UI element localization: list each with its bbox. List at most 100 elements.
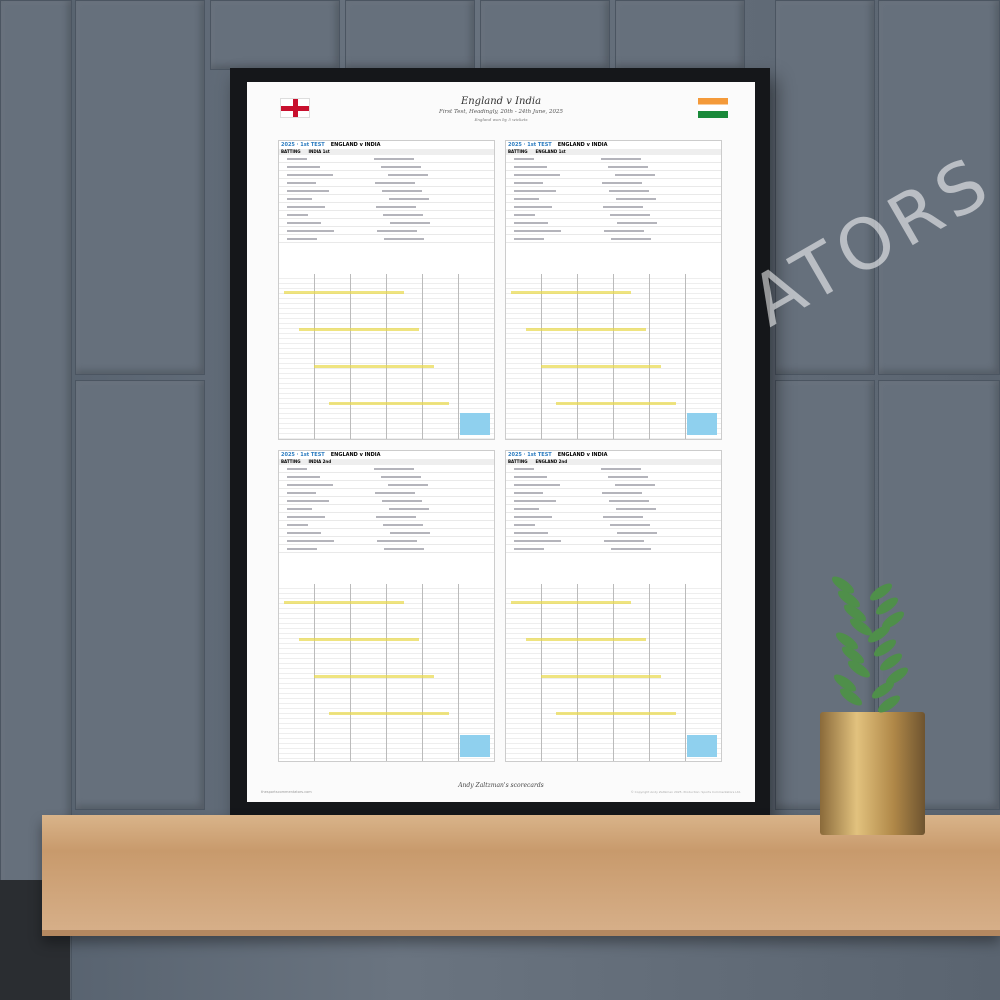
scribble bbox=[287, 214, 308, 216]
scribble bbox=[377, 540, 417, 542]
scorecard-1: 2025 · 1st TEST ENGLAND v INDIA BATTING IN… bbox=[278, 140, 495, 440]
scribble bbox=[384, 238, 424, 240]
teams-label: ENGLAND v INDIA bbox=[557, 142, 608, 148]
scribble bbox=[603, 516, 643, 518]
scribble bbox=[382, 500, 422, 502]
wall-panel bbox=[615, 0, 745, 70]
scribble bbox=[514, 524, 535, 526]
match-label: 2025 · 1st TEST bbox=[281, 452, 325, 458]
scribble bbox=[611, 548, 651, 550]
highlight bbox=[329, 712, 449, 715]
innings-label: ENGLAND 2nd bbox=[535, 459, 568, 464]
scribble bbox=[375, 492, 415, 494]
scribble bbox=[514, 508, 539, 510]
scribble bbox=[381, 476, 421, 478]
scribble bbox=[601, 158, 641, 160]
scribble bbox=[287, 532, 321, 534]
scribble bbox=[287, 524, 308, 526]
highlight bbox=[526, 638, 646, 641]
scribble bbox=[610, 524, 650, 526]
scribble bbox=[383, 214, 423, 216]
highlight bbox=[299, 638, 419, 641]
scribble bbox=[287, 222, 321, 224]
scribble bbox=[617, 222, 657, 224]
scribble bbox=[514, 214, 535, 216]
wall-panel bbox=[345, 0, 475, 70]
scribble bbox=[287, 238, 317, 240]
batting-label: BATTING bbox=[281, 459, 301, 464]
batting-label: BATTING bbox=[508, 459, 528, 464]
scribble bbox=[615, 484, 655, 486]
scribble bbox=[374, 158, 414, 160]
scribble bbox=[514, 222, 548, 224]
scribble bbox=[383, 524, 423, 526]
teams-label: ENGLAND v INDIA bbox=[557, 452, 608, 458]
scribble bbox=[287, 548, 317, 550]
highlight bbox=[556, 402, 676, 405]
scribble bbox=[514, 516, 552, 518]
shelf-edge bbox=[42, 930, 1000, 936]
highlight bbox=[299, 328, 419, 331]
innings-label: INDIA 2nd bbox=[308, 459, 332, 464]
scribble bbox=[616, 198, 656, 200]
innings-label: ENGLAND 1st bbox=[535, 149, 566, 154]
innings-label: INDIA 1st bbox=[308, 149, 330, 154]
notes-box bbox=[460, 735, 490, 757]
scribble bbox=[287, 500, 329, 502]
scribble bbox=[287, 230, 334, 232]
notes-box bbox=[460, 413, 490, 435]
scribble bbox=[390, 222, 430, 224]
scribble bbox=[514, 468, 534, 470]
highlight bbox=[526, 328, 646, 331]
notes-box bbox=[687, 413, 717, 435]
batting-rows bbox=[279, 155, 494, 243]
scribble bbox=[514, 238, 544, 240]
scribble bbox=[287, 508, 312, 510]
batting-rows bbox=[506, 155, 721, 243]
highlight bbox=[556, 712, 676, 715]
wall-panel bbox=[878, 0, 1000, 375]
highlight bbox=[541, 675, 661, 678]
scribble bbox=[514, 492, 543, 494]
teams-label: ENGLAND v INDIA bbox=[330, 452, 381, 458]
highlight bbox=[284, 601, 404, 604]
scribble bbox=[287, 182, 316, 184]
poster-subtitle: First Test, Headingly, 20th - 24th June,… bbox=[439, 109, 563, 115]
highlight bbox=[511, 291, 631, 294]
scribble bbox=[382, 190, 422, 192]
scribble bbox=[514, 206, 552, 208]
plant-pot bbox=[820, 712, 925, 835]
scribble bbox=[388, 174, 428, 176]
scribble bbox=[602, 182, 642, 184]
scribble bbox=[615, 174, 655, 176]
scorecard-4: 2025 · 1st TEST ENGLAND v INDIA BATTING EN… bbox=[505, 450, 722, 762]
wooden-shelf bbox=[42, 815, 1000, 935]
scribble bbox=[287, 516, 325, 518]
scribble bbox=[376, 206, 416, 208]
scribble bbox=[609, 500, 649, 502]
scribble bbox=[390, 532, 430, 534]
notes-box bbox=[687, 735, 717, 757]
scribble bbox=[514, 476, 547, 478]
poster-credit: Andy Zaltzman's scorecards bbox=[458, 782, 544, 789]
scribble bbox=[601, 468, 641, 470]
poster-title: England v India bbox=[460, 96, 542, 107]
poster-copyright: © Copyright Andy Zaltzman 2025. Producti… bbox=[630, 790, 741, 794]
wall-panel bbox=[75, 380, 205, 810]
scribble bbox=[287, 198, 312, 200]
match-label: 2025 · 1st TEST bbox=[508, 142, 552, 148]
poster-url: thesportscommentators.com bbox=[261, 790, 312, 794]
scribble bbox=[388, 484, 428, 486]
scribble bbox=[375, 182, 415, 184]
scribble bbox=[514, 190, 556, 192]
scribble bbox=[374, 468, 414, 470]
scribble bbox=[604, 540, 644, 542]
scribble bbox=[616, 508, 656, 510]
scribble bbox=[610, 214, 650, 216]
match-label: 2025 · 1st TEST bbox=[508, 452, 552, 458]
scribble bbox=[389, 198, 429, 200]
scribble bbox=[608, 166, 648, 168]
batting-label: BATTING bbox=[508, 149, 528, 154]
scribble bbox=[514, 484, 560, 486]
scribble bbox=[377, 230, 417, 232]
